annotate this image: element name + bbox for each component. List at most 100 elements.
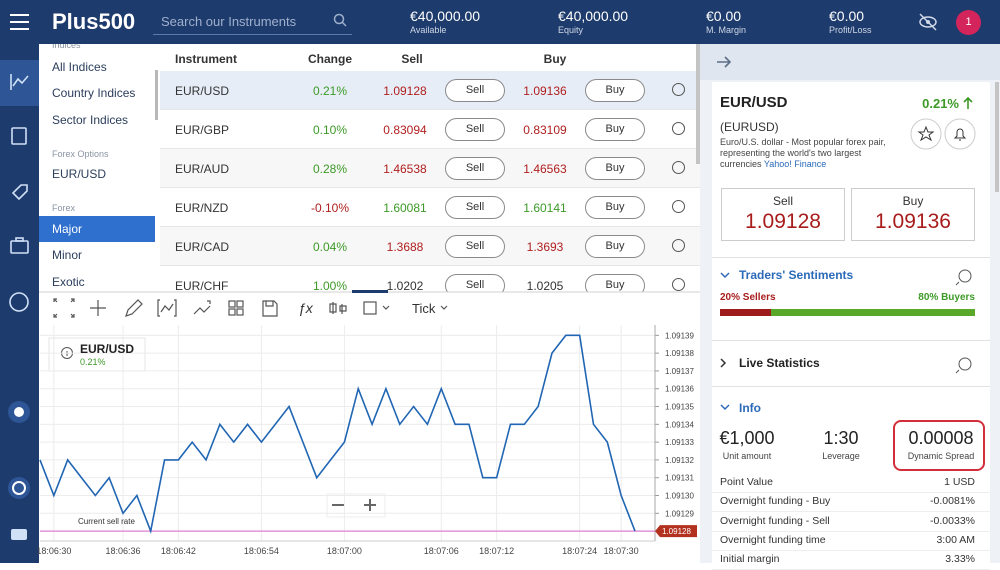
sentiment-segment: [720, 309, 771, 316]
info-row-value: 3.33%: [945, 553, 975, 566]
info-icon[interactable]: [672, 278, 685, 291]
sell-box[interactable]: Sell 1.09128: [721, 188, 845, 241]
section-title[interactable]: Live Statistics: [739, 356, 820, 370]
x-tick-label: 18:07:12: [479, 546, 514, 556]
search-icon[interactable]: [332, 12, 348, 28]
price-tag: [655, 525, 697, 538]
stat-value: €40,000.00: [410, 8, 481, 24]
nav-item[interactable]: All Indices: [52, 60, 107, 74]
info-label: Unit amount: [722, 451, 772, 461]
column-header: Instrument: [175, 52, 238, 66]
nav-group: Forex Options: [52, 149, 109, 159]
buy-price: 1.09136: [523, 84, 567, 98]
info-value: €1,000: [719, 428, 775, 448]
divider: [712, 257, 990, 258]
info-icon[interactable]: [672, 200, 685, 213]
sell-button[interactable]: Sell: [445, 196, 505, 219]
nav-item[interactable]: Country Indices: [52, 86, 136, 100]
nav-item[interactable]: Sector Indices: [52, 113, 129, 127]
back-arrow[interactable]: [714, 53, 734, 71]
info-icon[interactable]: [672, 122, 685, 135]
divider: [712, 340, 990, 341]
sell-price: 1.09128: [383, 84, 427, 98]
info-icon[interactable]: [672, 83, 685, 96]
search-box[interactable]: [153, 10, 352, 35]
buy-button[interactable]: Buy: [585, 196, 645, 219]
sell-label: Sell: [772, 194, 793, 208]
sell-button[interactable]: Sell: [445, 79, 505, 102]
info-label: Leverage: [822, 451, 860, 461]
divider: [712, 549, 990, 551]
stat-label: Equity: [558, 25, 584, 35]
y-tick-label: 1.09134: [665, 420, 694, 429]
change: 1.00%: [312, 279, 348, 292]
nav-item[interactable]: Exotic: [52, 275, 85, 289]
sentiment-segment: [771, 309, 975, 316]
nav-group: Forex: [52, 203, 76, 213]
buy-label: Buy: [902, 194, 924, 208]
x-tick-label: 18:07:30: [604, 546, 639, 556]
section-title[interactable]: Info: [739, 401, 761, 415]
nav-panel: Indices All Indices Country Indices Sector …: [39, 44, 155, 292]
divider: [712, 386, 990, 387]
sell-button[interactable]: Sell: [445, 157, 505, 180]
y-tick-label: 1.09136: [665, 385, 694, 394]
x-tick-label: 18:07:06: [424, 546, 459, 556]
info-label: Dynamic Spread: [907, 451, 975, 461]
stat-value: €40,000.00: [558, 8, 629, 24]
instrument-description: Euro/U.S. dollar - Most popular forex pa…: [720, 137, 905, 170]
x-tick-label: 18:07:00: [327, 546, 362, 556]
buy-button[interactable]: Buy: [585, 79, 645, 102]
info-icon[interactable]: [672, 161, 685, 174]
buy-box[interactable]: Buy 1.09136: [851, 188, 975, 241]
action-icons[interactable]: [908, 116, 980, 152]
y-tick-label: 1.09130: [665, 492, 694, 501]
hide-icon[interactable]: [917, 12, 939, 32]
sell-button[interactable]: Sell: [445, 235, 505, 258]
instrument-name: EUR/USD: [175, 84, 230, 98]
stat-value: €0.00: [706, 8, 742, 24]
interval-label: Tick: [412, 301, 436, 316]
nav-item[interactable]: EUR/USD: [52, 167, 107, 181]
scrollbar: [696, 44, 700, 164]
legend-change: 0.21%: [80, 357, 106, 367]
notification-badge[interactable]: 1: [956, 10, 981, 35]
buy-price: 1.09136: [875, 210, 951, 233]
nav-item-selected[interactable]: [39, 216, 155, 242]
instrument-change: 0.21%: [922, 96, 959, 111]
sell-price: 0.83094: [383, 123, 427, 137]
y-tick-label: 1.09138: [665, 349, 694, 358]
nav-item[interactable]: Minor: [52, 248, 83, 262]
buy-button[interactable]: Buy: [585, 235, 645, 258]
scrollbar: [155, 70, 158, 120]
sell-button[interactable]: Sell: [445, 118, 505, 141]
info-icon[interactable]: [672, 239, 685, 252]
instrument-name: EUR/GBP: [175, 123, 230, 137]
search-placeholder: Search our Instruments: [161, 14, 297, 29]
column-header: Sell: [401, 52, 423, 66]
buyers-label: 80% Buyers: [918, 292, 975, 303]
buy-button[interactable]: Buy: [585, 274, 645, 292]
instrument-name: EUR/AUD: [175, 162, 230, 176]
buy-price: 1.60141: [523, 201, 567, 215]
section-title[interactable]: Traders' Sentiments: [739, 268, 854, 282]
stat-label: Profit/Loss: [829, 25, 872, 35]
change: 0.04%: [312, 240, 348, 254]
info-row-value: 3:00 AM: [936, 533, 975, 546]
info-value: 0.00008: [908, 428, 974, 448]
buy-button[interactable]: Buy: [585, 118, 645, 141]
sellers-label: 20% Sellers: [720, 292, 776, 303]
y-tick-label: 1.09129: [665, 509, 694, 518]
divider: [712, 511, 990, 513]
current-price-label: Current sell rate: [78, 517, 135, 526]
buy-button[interactable]: Buy: [585, 157, 645, 180]
info-row-label: Overnight funding - Buy: [720, 495, 831, 508]
sell-button[interactable]: Sell: [445, 274, 505, 292]
y-tick-label: 1.09137: [665, 367, 694, 376]
source-link[interactable]: Yahoo! Finance: [763, 159, 827, 169]
sidebar-icons: [0, 14, 39, 563]
legend-name: EUR/USD: [80, 342, 134, 356]
sell-price: 1.3688: [386, 240, 424, 254]
stat-label: Available: [410, 25, 447, 35]
